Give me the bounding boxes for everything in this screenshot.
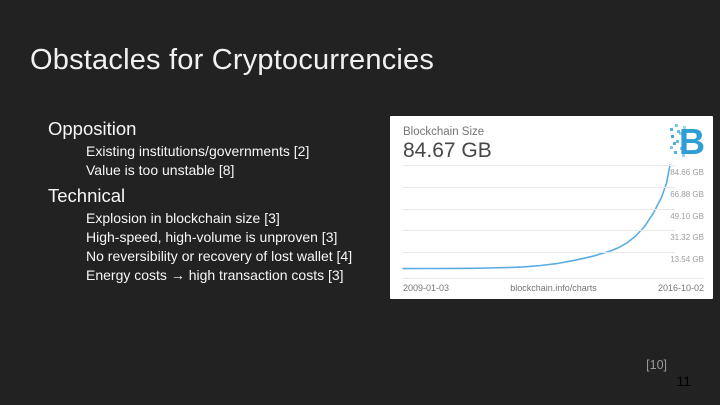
chart-plot-area: 84.66 GB 66.88 GB 49.10 GB 31.32 GB 13.54 GB [390,116,713,299]
blockchain-size-chart-card: Blockchain Size 84.67 GB B 84.66 GB 66.88… [390,116,713,299]
bullet-item: Energy costs → high transaction costs [3… [86,267,344,283]
blockchain-info-logo-icon: B [668,120,706,162]
chart-curve-svg [402,164,671,270]
gridline [403,208,675,210]
x-axis-end-label: 2016-10-02 [657,283,704,293]
x-axis-line [403,278,704,279]
gridline [403,230,675,232]
citation-reference: [10] [646,358,667,372]
gridline-label: 66.88 GB [670,189,704,199]
chart-current-value: 84.67 GB [403,139,492,162]
bullet-item: High-speed, high-volume is unproven [3] [86,229,338,245]
gridline [403,252,675,253]
gridline-label: 13.54 GB [670,255,704,264]
gridline [403,186,675,188]
gridline [403,165,675,166]
chart-title: Blockchain Size [403,126,485,138]
gridline-label: 49.10 GB [670,211,704,221]
svg-text:B: B [679,121,705,160]
bullet-item: No reversibility or recovery of lost wal… [86,248,353,264]
pixelated-b-icon: B [670,121,705,162]
bullet-item: Value is too unstable [8] [86,162,235,178]
x-axis-start-label: 2009-01-03 [403,283,450,293]
blockchain-size-curve [402,164,671,270]
gridline-label: 31.32 GB [670,233,704,243]
gridline-label: 84.66 GB [670,168,704,177]
bullet-heading: Technical [48,185,126,206]
bullet-item: Existing institutions/governments [2] [86,143,310,159]
chart-source-label: blockchain.info/charts [510,283,597,293]
slide-title: Obstacles for Cryptocurrencies [30,44,435,76]
bullet-heading: Opposition [48,118,137,139]
bullet-item: Explosion in blockchain size [3] [86,210,280,226]
bullet-list: Opposition Existing institutions/governme… [48,117,393,285]
x-axis-labels: 2009-01-03 blockchain.info/charts 2016-1… [403,283,704,293]
page-number: 11 [676,373,691,389]
